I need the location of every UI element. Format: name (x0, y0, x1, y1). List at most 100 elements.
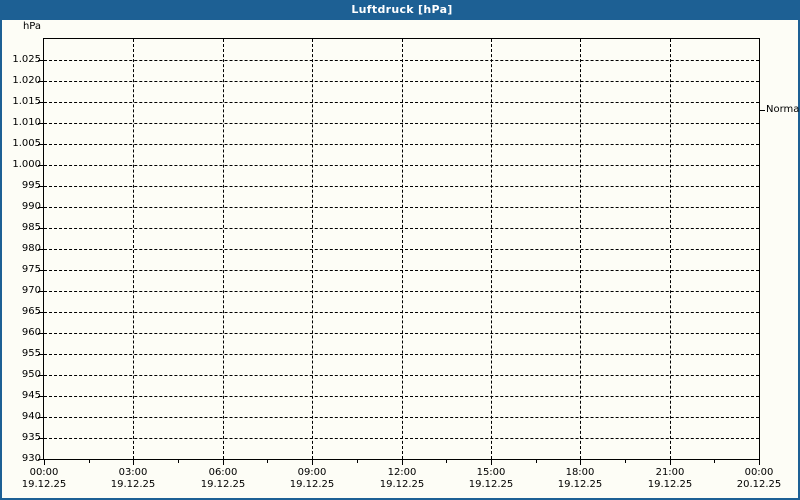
y-axis-tick-label: 945 (21, 390, 41, 401)
x-axis-tick-mark (312, 459, 313, 465)
x-axis-tick-label: 12:00 19.12.25 (362, 467, 442, 491)
x-axis-tick-mark (670, 459, 671, 465)
y-axis-tick-mark (38, 123, 43, 124)
y-axis-tick-label: 935 (21, 432, 41, 443)
y-axis-tick-label: 975 (21, 264, 41, 275)
x-axis-minor-tick-mark (357, 459, 358, 463)
y-axis-tick-mark (38, 438, 43, 439)
x-axis-tick-time: 18:00 (565, 467, 595, 478)
y-axis-tick-mark (38, 291, 43, 292)
gridline-vertical (133, 39, 134, 459)
x-axis-tick-date: 19.12.25 (200, 479, 246, 490)
y-axis-tick-mark (38, 417, 43, 418)
x-axis-minor-tick-mark (178, 459, 179, 463)
gridline-horizontal (44, 144, 759, 145)
x-axis-tick-time: 03:00 (118, 467, 148, 478)
x-axis-tick-label: 00:00 20.12.25 (719, 467, 799, 491)
gridline-horizontal (44, 207, 759, 208)
x-axis-tick-date: 19.12.25 (289, 479, 335, 490)
gridline-horizontal (44, 396, 759, 397)
window-title-bar: Luftdruck [hPa] (2, 0, 800, 20)
y-axis-tick-label: 995 (21, 180, 41, 191)
x-axis-minor-tick-mark (714, 459, 715, 463)
y-axis-tick-label: 950 (21, 369, 41, 380)
y-axis-tick-label: 965 (21, 306, 41, 317)
x-axis-tick-label: 03:00 19.12.25 (93, 467, 173, 491)
y-axis-tick-mark (38, 249, 43, 250)
x-axis-tick-date: 19.12.25 (557, 479, 603, 490)
x-axis-tick-date: 19.12.25 (468, 479, 514, 490)
y-axis-tick-mark (38, 312, 43, 313)
plot-area (43, 38, 760, 460)
gridline-vertical (223, 39, 224, 459)
y-axis-tick-label: 1.000 (12, 159, 41, 170)
gridline-horizontal (44, 333, 759, 334)
y-axis-tick-mark (38, 228, 43, 229)
y-axis-tick-label: 930 (21, 453, 41, 464)
gridline-vertical (402, 39, 403, 459)
x-axis-tick-time: 15:00 (476, 467, 506, 478)
y-axis-tick-label: 1.025 (12, 54, 41, 65)
gridline-horizontal (44, 417, 759, 418)
x-axis-tick-mark (491, 459, 492, 465)
y-axis-tick-mark (38, 60, 43, 61)
x-axis-tick-label: 00:00 19.12.25 (4, 467, 84, 491)
y-axis-tick-label: 970 (21, 285, 41, 296)
x-axis-tick-time: 00:00 (744, 467, 774, 478)
y-axis-tick-label: 955 (21, 348, 41, 359)
x-axis-tick-mark (44, 459, 45, 465)
y-axis-tick-label: 1.005 (12, 138, 41, 149)
x-axis-tick-time: 09:00 (297, 467, 327, 478)
x-axis-tick-date: 19.12.25 (21, 479, 67, 490)
y-axis-tick-label: 940 (21, 411, 41, 422)
x-axis-tick-mark (580, 459, 581, 465)
gridline-horizontal (44, 312, 759, 313)
gridline-horizontal (44, 354, 759, 355)
y-axis-tick-mark (38, 165, 43, 166)
y-axis-tick-label: 1.015 (12, 96, 41, 107)
y-axis-tick-mark (38, 354, 43, 355)
x-axis-tick-label: 06:00 19.12.25 (183, 467, 263, 491)
y-axis-tick-mark (38, 396, 43, 397)
x-axis-minor-tick-mark (536, 459, 537, 463)
gridline-horizontal (44, 270, 759, 271)
x-axis-tick-label: 09:00 19.12.25 (272, 467, 352, 491)
y-axis-tick-mark (38, 270, 43, 271)
gridline-horizontal (44, 249, 759, 250)
gridline-horizontal (44, 228, 759, 229)
gridline-horizontal (44, 123, 759, 124)
x-axis-tick-date: 19.12.25 (647, 479, 693, 490)
x-axis-tick-time: 12:00 (387, 467, 417, 478)
y-axis-tick-label: 980 (21, 243, 41, 254)
x-axis-tick-mark (223, 459, 224, 465)
gridline-vertical (580, 39, 581, 459)
x-axis-tick-time: 21:00 (655, 467, 685, 478)
x-axis-minor-tick-mark (267, 459, 268, 463)
gridline-vertical (312, 39, 313, 459)
gridline-horizontal (44, 291, 759, 292)
y-axis-tick-label: 990 (21, 201, 41, 212)
gridline-horizontal (44, 375, 759, 376)
y-axis-tick-label: 985 (21, 222, 41, 233)
gridline-horizontal (44, 165, 759, 166)
gridline-vertical (491, 39, 492, 459)
x-axis-minor-tick-mark (446, 459, 447, 463)
y-axis-tick-mark (38, 207, 43, 208)
x-axis-tick-mark (402, 459, 403, 465)
gridline-horizontal (44, 81, 759, 82)
gridline-horizontal (44, 102, 759, 103)
x-axis-tick-date: 20.12.25 (736, 479, 782, 490)
x-axis-tick-label: 18:00 19.12.25 (540, 467, 620, 491)
normal-level-tick-icon (760, 110, 765, 112)
y-axis-tick-label: 1.010 (12, 117, 41, 128)
gridline-vertical (670, 39, 671, 459)
gridline-horizontal (44, 438, 759, 439)
y-axis-tick-mark (38, 186, 43, 187)
y-axis-unit-label: hPa (22, 21, 41, 32)
x-axis-tick-mark (133, 459, 134, 465)
y-axis-tick-mark (38, 144, 43, 145)
y-axis-tick-label: 960 (21, 327, 41, 338)
gridline-horizontal (44, 186, 759, 187)
x-axis-tick-label: 21:00 19.12.25 (630, 467, 710, 491)
y-axis-tick-mark (38, 459, 43, 460)
